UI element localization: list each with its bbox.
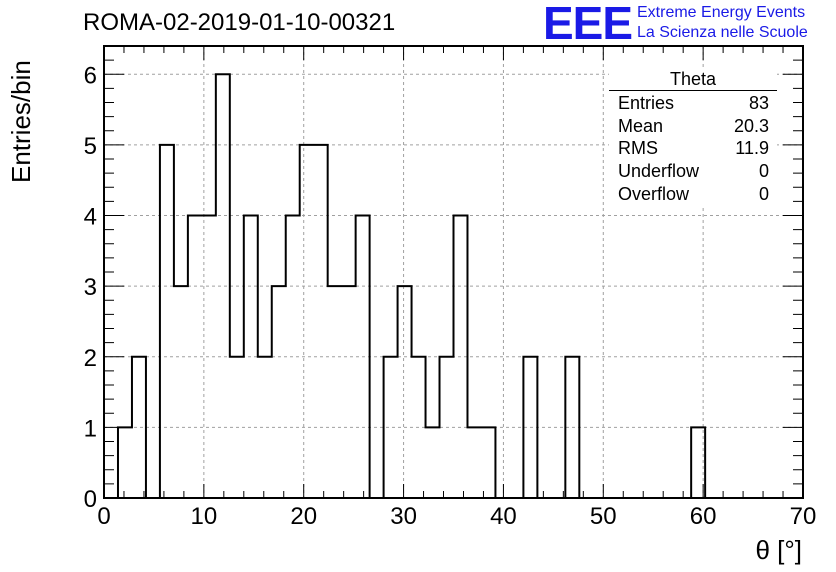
- y-tick-label: 3: [84, 274, 97, 301]
- eee-logo: EEE: [543, 0, 633, 49]
- logo-line-2: La Scienza nelle Scuole: [637, 24, 808, 41]
- x-tick-label: 50: [590, 503, 617, 530]
- y-tick-label: 2: [84, 345, 97, 372]
- stats-label: Entries: [618, 93, 675, 113]
- stats-box: Theta Entries 83 Mean 20.3 RMS 11.9 Unde…: [609, 68, 777, 206]
- stats-label: Overflow: [618, 183, 690, 204]
- stats-row-mean: Mean 20.3: [609, 115, 777, 138]
- y-tick-label: 1: [84, 415, 97, 442]
- tick-labels: 0 10 20 30 40 50 60 70 0 1 2 3 4 5 6: [84, 62, 817, 530]
- logo-line-1: Extreme Energy Events: [637, 4, 806, 21]
- stats-label: RMS: [618, 138, 658, 159]
- axis-ticks: [103, 45, 804, 499]
- x-tick-label: 40: [490, 503, 517, 530]
- y-tick-label: 4: [84, 204, 97, 231]
- stats-value: 0: [758, 161, 769, 182]
- stats-value: 20.3: [733, 115, 769, 136]
- x-tick-label: 20: [290, 503, 317, 530]
- stats-row-entries: Entries 83: [609, 92, 777, 115]
- chart-title: ROMA-02-2019-01-10-00321: [83, 9, 396, 36]
- stats-label: Mean: [618, 115, 664, 136]
- y-tick-label: 0: [84, 486, 97, 513]
- y-axis-label: Entries/bin: [6, 60, 36, 183]
- stats-row-overflow: Overflow 0: [609, 183, 777, 206]
- x-axis-label: θ [°]: [755, 535, 802, 565]
- x-tick-label: 0: [97, 503, 110, 530]
- stats-value: 83: [748, 93, 769, 113]
- stats-value: 0: [758, 183, 769, 204]
- y-tick-label: 5: [84, 133, 97, 160]
- stats-row-rms: RMS 11.9: [609, 137, 777, 160]
- x-tick-label: 70: [790, 503, 817, 530]
- x-tick-label: 60: [690, 503, 717, 530]
- y-tick-label: 6: [84, 62, 97, 89]
- stats-row-underflow: Underflow 0: [609, 160, 777, 183]
- stats-value: 11.9: [735, 138, 769, 159]
- x-tick-label: 10: [191, 503, 218, 530]
- stats-label: Underflow: [618, 161, 700, 182]
- x-tick-label: 30: [390, 503, 417, 530]
- logo-caption: Extreme Energy Events La Scienza nelle S…: [637, 3, 808, 43]
- stats-title: Theta: [609, 68, 777, 91]
